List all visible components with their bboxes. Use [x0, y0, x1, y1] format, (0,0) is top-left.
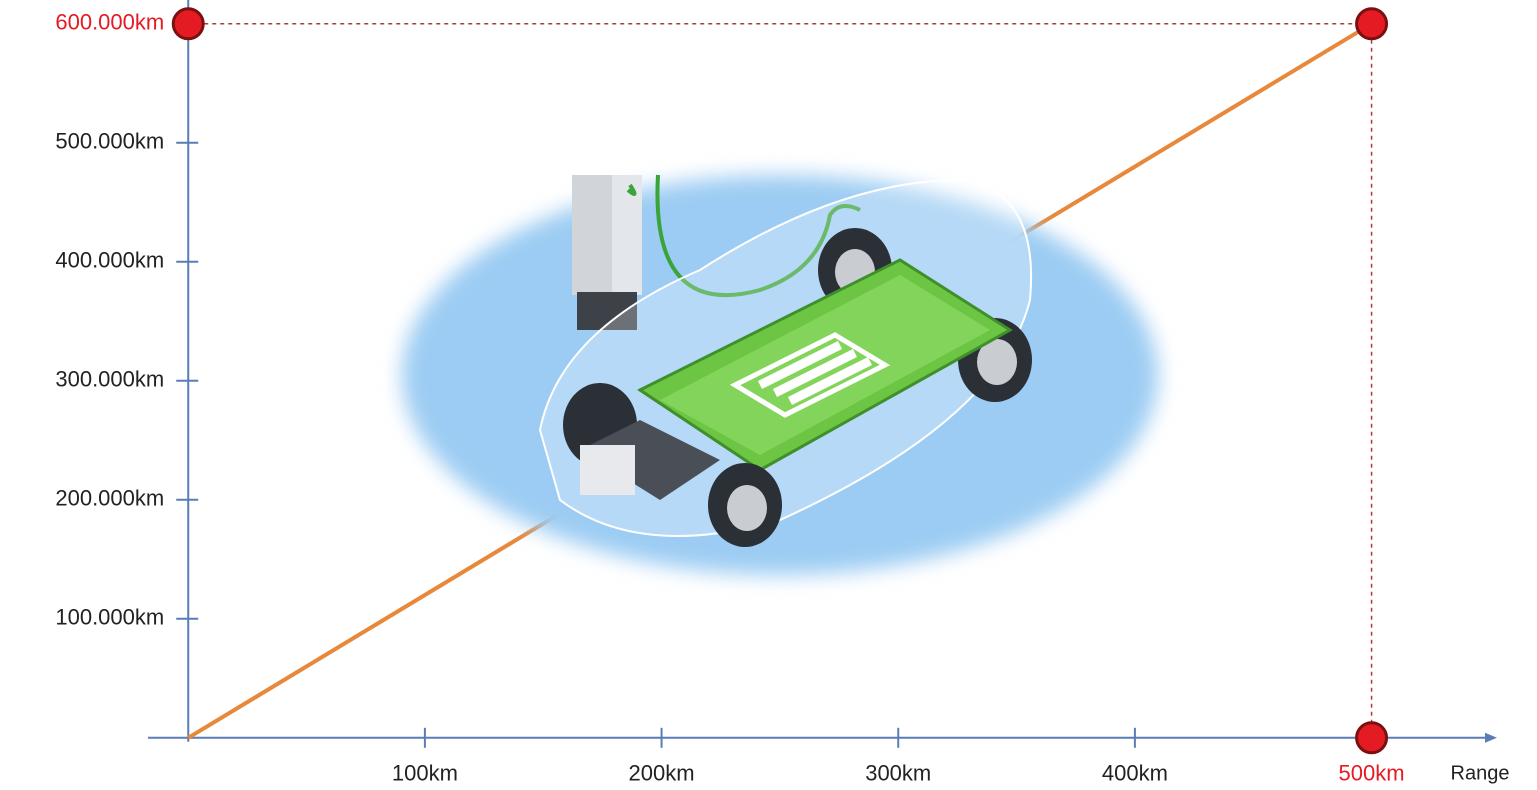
- highlight-dot: [1355, 7, 1389, 41]
- highlight-dot: [1355, 721, 1389, 755]
- y-tick-label: 300.000km: [55, 367, 164, 392]
- x-axis-label: Range: [1451, 762, 1510, 784]
- x-tick-label: 300km: [865, 761, 931, 786]
- x-tick-label: 100km: [392, 761, 458, 786]
- x-axis-arrow: [1485, 732, 1497, 743]
- y-tick-label: 400.000km: [55, 248, 164, 273]
- ev-illustration: [402, 174, 1158, 575]
- y-tick-label: 600.000km: [55, 10, 164, 35]
- y-tick-label: 100.000km: [55, 605, 164, 630]
- highlight-dot: [171, 7, 205, 41]
- y-tick-label: 200.000km: [55, 486, 164, 511]
- x-tick-label: 400km: [1102, 761, 1168, 786]
- x-tick-label: 200km: [629, 761, 695, 786]
- y-tick-label: 500.000km: [55, 129, 164, 154]
- x-tick-label: 500km: [1339, 761, 1405, 786]
